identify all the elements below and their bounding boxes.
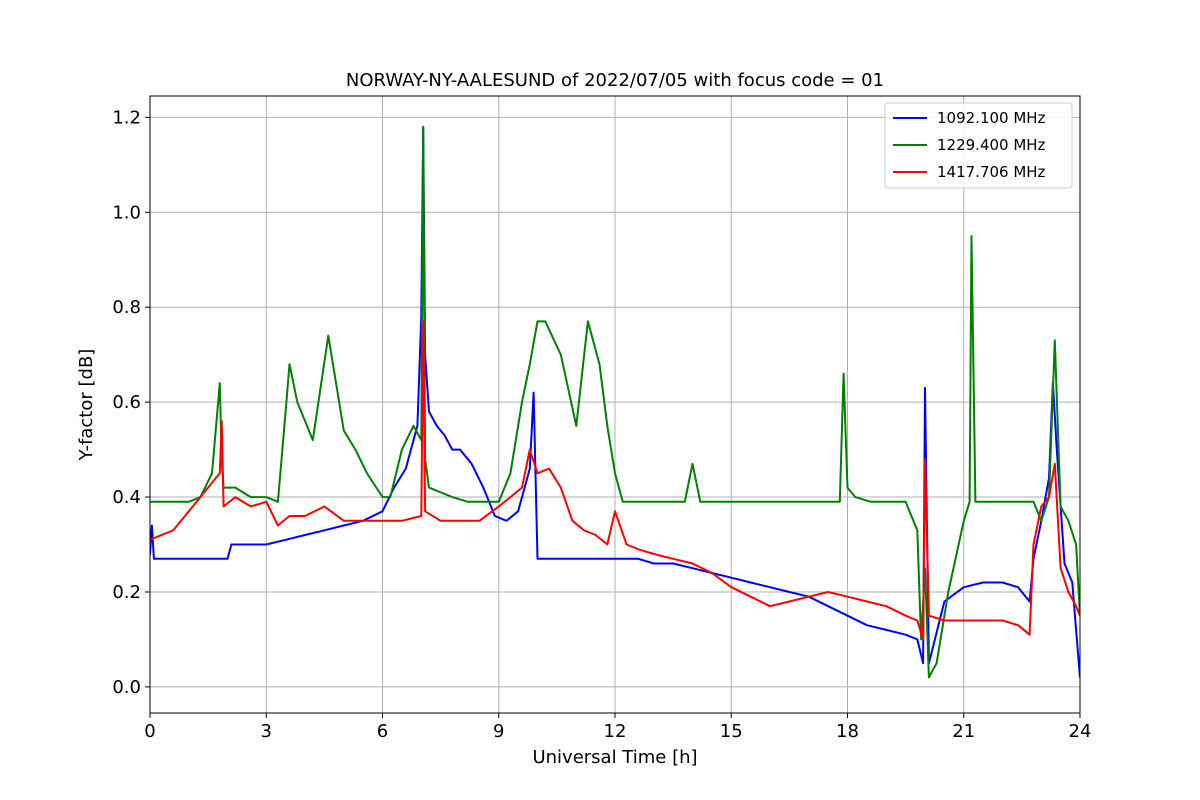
x-tick-label: 6: [377, 721, 388, 742]
legend-entry-label: 1229.400 MHz: [937, 136, 1046, 154]
series-layer: [150, 125, 1080, 679]
y-tick-label: 0.4: [112, 487, 141, 508]
x-tick-label: 12: [604, 721, 627, 742]
x-tick-label: 0: [144, 721, 155, 742]
x-axis-label: Universal Time [h]: [532, 747, 697, 768]
x-tick-label: 3: [261, 721, 272, 742]
series-line-3: [150, 320, 1080, 641]
legend-entry-label: 1417.706 MHz: [937, 163, 1046, 181]
series-line-1: [150, 125, 1080, 678]
legend-box: [884, 102, 1073, 189]
x-tick-label: 24: [1069, 721, 1092, 742]
legend-entry-label: 1092.100 MHz: [937, 109, 1046, 127]
chart-title: NORWAY-NY-AALESUND of 2022/07/05 with fo…: [346, 70, 884, 91]
x-tick-label: 21: [952, 721, 975, 742]
y-axis-label: Y-factor [dB]: [76, 349, 97, 462]
series-line-2: [150, 125, 1080, 679]
x-tick-label: 15: [720, 721, 743, 742]
y-tick-label: 0.0: [112, 677, 141, 698]
y-tick-label: 0.2: [112, 582, 141, 603]
y-tick-label: 0.8: [112, 297, 141, 318]
legend: 1092.100 MHz 1229.400 MHz 1417.706 MHz: [884, 102, 1073, 189]
y-tick-label: 1.0: [112, 202, 141, 223]
y-tick-label: 0.6: [112, 392, 141, 413]
y-axis-ticks: 0.0 0.2 0.4 0.6 0.8 1.0 1.2: [112, 107, 150, 698]
y-tick-label: 1.2: [112, 107, 141, 128]
x-tick-label: 9: [493, 721, 504, 742]
x-tick-label: 18: [836, 721, 859, 742]
x-axis-ticks: 0 3 6 9 12 15 18 21 24: [144, 713, 1091, 742]
